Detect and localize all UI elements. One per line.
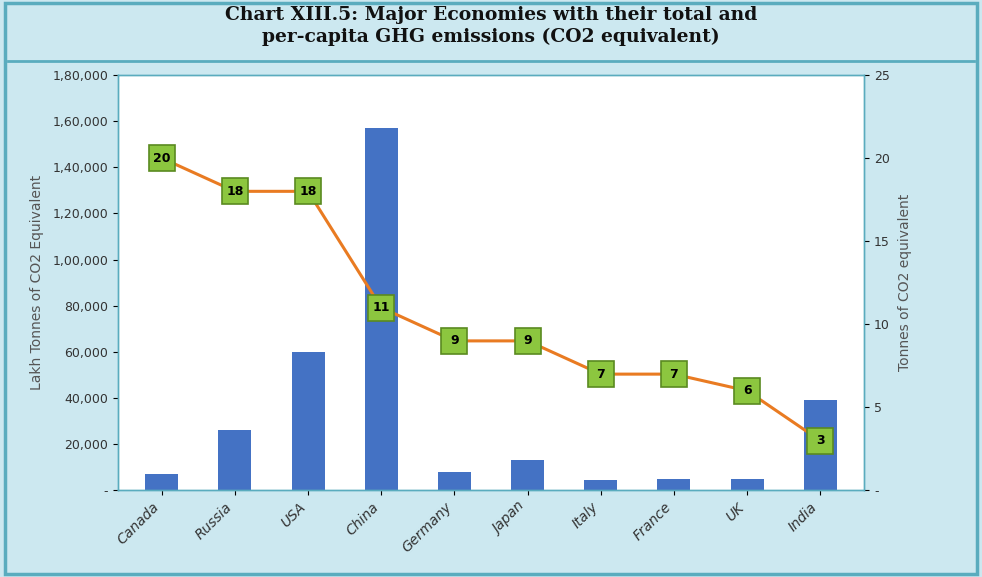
Text: Chart XIII.5: Major Economies with their total and
per-capita GHG emissions (CO2: Chart XIII.5: Major Economies with their…: [225, 6, 757, 46]
Bar: [438, 472, 471, 490]
Text: 18: 18: [226, 185, 244, 198]
Bar: [364, 128, 398, 490]
Bar: [511, 460, 544, 490]
Text: 7: 7: [596, 368, 605, 381]
Text: 9: 9: [523, 335, 532, 347]
Y-axis label: Tonnes of CO2 equivalent: Tonnes of CO2 equivalent: [899, 194, 912, 372]
Text: 6: 6: [742, 384, 751, 397]
Text: 11: 11: [372, 301, 390, 314]
Bar: [658, 479, 690, 490]
Text: 20: 20: [153, 152, 171, 164]
Text: 7: 7: [670, 368, 679, 381]
Bar: [731, 479, 764, 490]
Bar: [218, 430, 251, 490]
Bar: [804, 400, 837, 490]
Text: 18: 18: [300, 185, 317, 198]
Text: 9: 9: [450, 335, 459, 347]
Y-axis label: Lakh Tonnes of CO2 Equivalent: Lakh Tonnes of CO2 Equivalent: [29, 175, 44, 390]
Text: 3: 3: [816, 434, 825, 447]
Bar: [145, 474, 178, 490]
Bar: [584, 480, 618, 490]
Bar: [292, 352, 324, 490]
